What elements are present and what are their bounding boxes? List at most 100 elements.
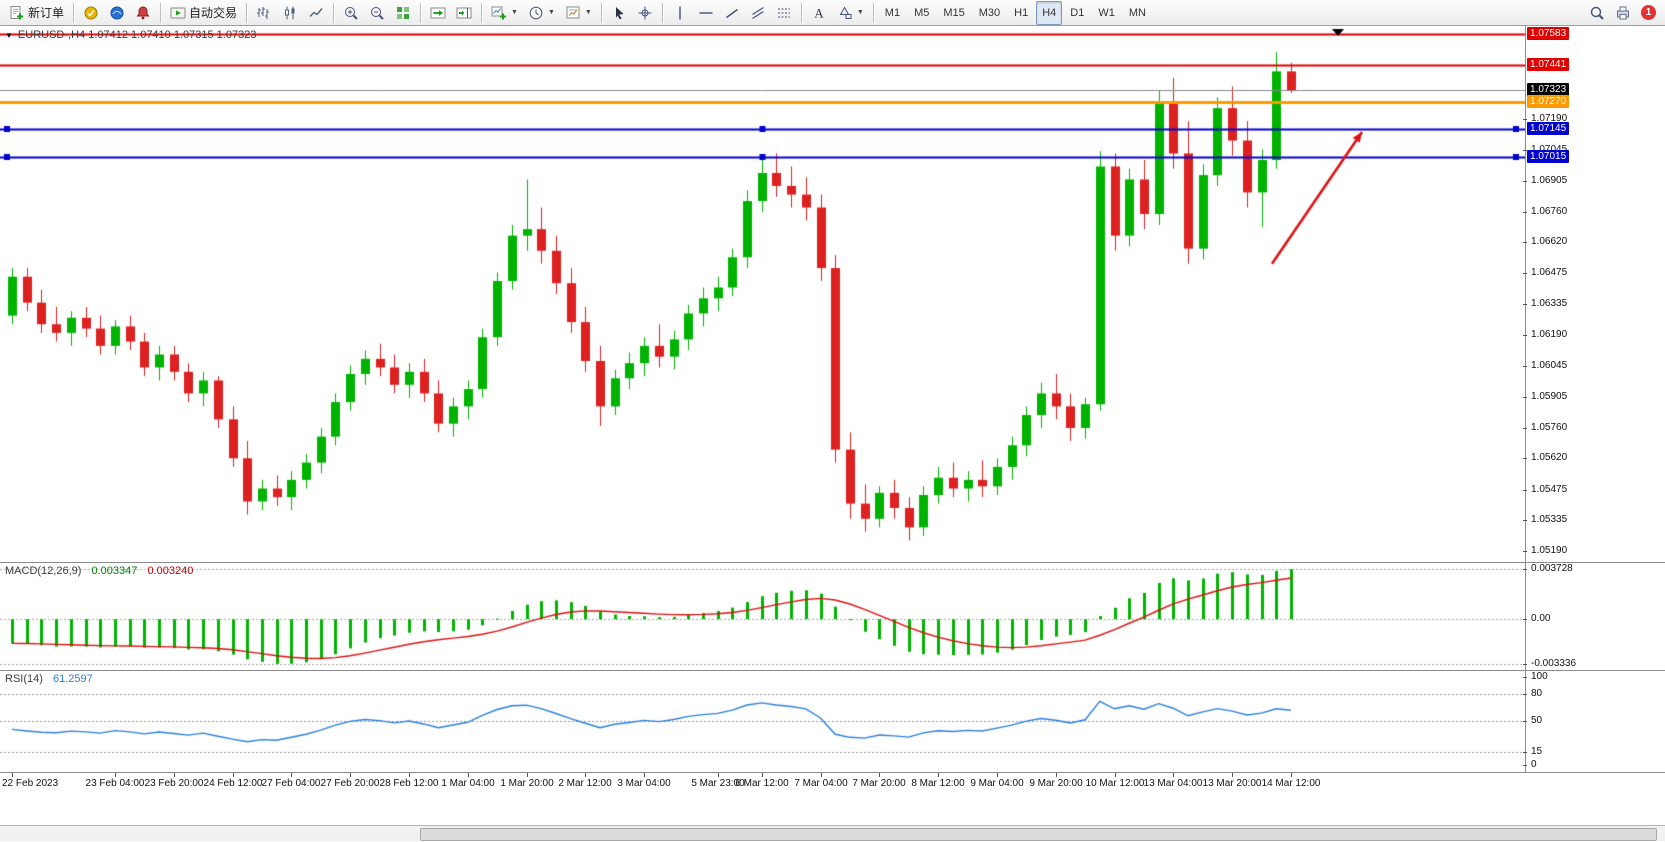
templates-icon [565,5,581,21]
new-order-icon [9,5,25,21]
rsi-tick-label: 15 [1522,745,1543,757]
time-label: 9 Mar 20:00 [1029,778,1083,789]
candlestick-button[interactable] [278,1,302,25]
price-line-label: 1.07015 [1527,149,1570,163]
time-label: 22 Feb 2023 [2,778,59,789]
time-label: 13 Mar 04:00 [1143,778,1203,789]
tf-m30-button-label: M30 [978,6,1001,19]
vertical-line-button[interactable] [668,1,692,25]
chart-shift-button[interactable] [452,1,476,25]
macd-axis[interactable]: 0.003728 0.00 -0.003336 [1522,563,1665,670]
notifications-button[interactable]: 1 [1637,1,1660,25]
tf-m5-button[interactable]: M5 [908,1,935,25]
tf-mn-button[interactable]: MN [1123,1,1152,25]
main-toolbar: 新订单 自动交易 ▼ ▼ ▼ A ▼ M1 M5 M15 M30 H1 H4 D1 W1 MN 1 [0,0,1665,26]
search-button[interactable] [1585,1,1609,25]
auto-scroll-button[interactable] [426,1,450,25]
vline-icon [672,5,688,21]
price-line-label: 1.07583 [1527,26,1570,40]
line-chart-button[interactable] [304,1,328,25]
macd-tick-label: 0.003728 [1523,563,1573,575]
price-axis[interactable]: 1.071901.070451.069051.067601.066201.064… [1522,26,1665,562]
price-tick-label: 1.05475 [1522,483,1568,495]
indicator-list-button[interactable] [391,1,415,25]
time-tick [938,773,939,777]
zoom-in-button[interactable] [339,1,363,25]
hline-icon [698,5,714,21]
time-tick [1291,773,1292,777]
channel-button[interactable] [746,1,770,25]
search-icon [1589,5,1605,21]
new-order-button[interactable]: 新订单 [5,1,68,25]
price-chart-canvas[interactable] [0,26,1525,562]
text-button[interactable]: A [807,1,831,25]
cursor-button[interactable] [607,1,631,25]
rsi-panel-divider[interactable] [0,670,1665,671]
rsi-tick-label: 80 [1522,687,1543,699]
autotrading-icon [170,5,186,21]
rsi-axis[interactable]: 100 80 50 15 0 [1522,671,1665,772]
horizontal-scrollbar[interactable] [0,825,1665,841]
line-chart-icon [308,5,324,21]
time-label: 8 Mar 12:00 [911,778,965,789]
toolbar-separator [420,2,422,23]
tf-m15-button[interactable]: M15 [937,1,970,25]
tf-w1-button[interactable]: W1 [1092,1,1121,25]
trendline-button[interactable] [720,1,744,25]
text-icon: A [811,5,827,21]
scrollbar-thumb[interactable] [420,828,1657,841]
shapes-button[interactable]: ▼ [833,1,868,25]
tf-mn-button-label: MN [1128,6,1146,19]
tf-m15-button-label: M15 [943,6,965,19]
macd-main-value: 0.003347 [91,565,138,577]
time-label: 3 Mar 04:00 [617,778,671,789]
time-axis[interactable]: 22 Feb 2023 23 Feb 04:00 23 Feb 20:00 24 Fe… [0,773,1665,793]
tf-h1-button[interactable]: H1 [1008,1,1034,25]
alerts-button[interactable] [131,1,155,25]
mql5-community-button[interactable] [105,1,129,25]
zoom-out-button[interactable] [365,1,389,25]
new-chart-button[interactable]: ▼ [487,1,522,25]
periods-button[interactable]: ▼ [524,1,559,25]
dropdown-caret-icon: ▼ [856,9,864,16]
time-label: 5 Mar 23:00 [691,778,745,789]
auto-scroll-icon [430,5,446,21]
toolbar-separator [661,2,663,23]
time-label: 7 Mar 04:00 [794,778,848,789]
crosshair-button[interactable] [633,1,657,25]
print-button[interactable] [1611,1,1635,25]
price-line-label: 1.07270 [1527,94,1570,108]
toolbar-separator [73,2,75,23]
macd-canvas[interactable] [0,563,1525,670]
horizontal-line-button[interactable] [694,1,718,25]
price-tick-label: 1.06620 [1522,236,1568,248]
price-panel: 1.071901.070451.069051.067601.066201.064… [0,26,1665,562]
templates-button[interactable]: ▼ [561,1,596,25]
time-tick [1115,773,1116,777]
toolbar-separator [246,2,248,23]
toolbar-separator [600,2,602,23]
bar-chart-button[interactable] [252,1,276,25]
tf-d1-button[interactable]: D1 [1064,1,1090,25]
price-line-label: 1.07441 [1527,57,1570,71]
time-tick [1232,773,1233,777]
macd-tick-label: -0.003336 [1522,657,1577,669]
time-tick [1056,773,1057,777]
time-tick [585,773,586,777]
tf-m1-button[interactable]: M1 [879,1,906,25]
autotrading-button[interactable]: 自动交易 [166,1,241,25]
tf-m30-button[interactable]: M30 [973,1,1006,25]
rsi-canvas[interactable] [0,671,1525,772]
time-label: 6 Mar 12:00 [735,778,789,789]
time-label: 1 Mar 20:00 [500,778,554,789]
macd-panel-divider[interactable] [0,562,1665,563]
collapse-arrow-icon[interactable]: ▼ [5,30,13,40]
cursor-icon [611,5,627,21]
metaeditor-button[interactable] [79,1,103,25]
rsi-tick-label: 100 [1523,671,1548,682]
rsi-name: RSI(14) [5,673,43,685]
price-tick-label: 1.06475 [1522,267,1568,279]
tf-h4-button[interactable]: H4 [1036,0,1063,25]
fibonacci-button[interactable] [772,1,796,25]
